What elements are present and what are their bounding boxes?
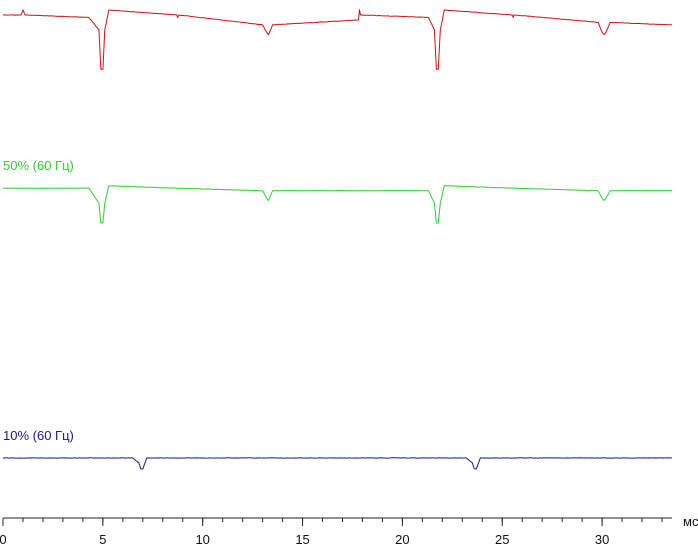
series-line-1 bbox=[2, 9, 673, 70]
series-labels: 100% (60 Гц)50% (60 Гц)10% (60 Гц) bbox=[3, 158, 74, 443]
x-axis: 0 5 10 15 20 25 30 мс bbox=[0, 514, 698, 546]
x-tick-label: 25 bbox=[495, 532, 509, 546]
series-label-2: 50% (60 Гц) bbox=[3, 158, 74, 173]
x-axis-unit-label: мс bbox=[683, 514, 698, 529]
series-layer bbox=[2, 9, 673, 470]
x-tick-label: 20 bbox=[395, 532, 409, 546]
x-tick-label: 10 bbox=[195, 532, 209, 546]
series-line-3 bbox=[2, 457, 673, 470]
series-line-2 bbox=[2, 185, 673, 224]
x-tick-label: 15 bbox=[295, 532, 309, 546]
x-tick-label: 0 bbox=[0, 532, 7, 546]
series-label-3: 10% (60 Гц) bbox=[3, 428, 74, 443]
x-tick-label: 30 bbox=[595, 532, 609, 546]
x-tick-label: 5 bbox=[99, 532, 106, 546]
